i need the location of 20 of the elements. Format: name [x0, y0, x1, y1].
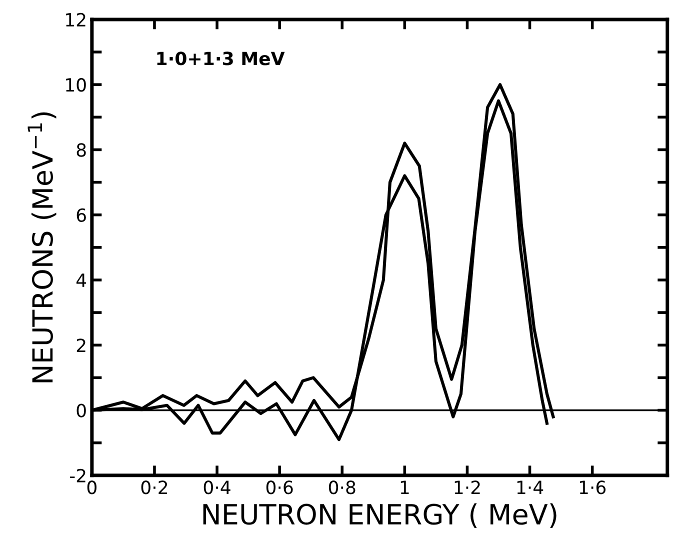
x-tick-label: 0 [87, 480, 96, 494]
y-tick-label: -2 [70, 468, 86, 482]
y-tick-label: 10 [66, 78, 86, 92]
y-axis-title: NEUTRONS (MeV$^{−1}$) [28, 112, 56, 382]
y-tick-label: 8 [76, 143, 86, 157]
x-tick-label: 0·8 [328, 480, 356, 494]
x-tick-label: 1·4 [517, 480, 544, 494]
x-tick-label: 0·4 [204, 480, 230, 494]
y-tick-label: 0 [76, 404, 86, 418]
x-tick-label: 0·6 [266, 480, 293, 494]
x-tick-label: 0·2 [141, 480, 168, 494]
x-tick-label: 1·6 [580, 480, 606, 494]
x-axis-title: NEUTRON ENERGY ( MeV) [203, 503, 556, 528]
annotation: 1·0+1·3 MeV [157, 52, 285, 66]
x-tick-label: 1·2 [454, 480, 480, 494]
y-tick-label: 12 [66, 12, 86, 26]
y-tick-label: 4 [76, 274, 86, 287]
y-tick-label: 2 [76, 338, 86, 352]
y-tick-label: 6 [76, 208, 86, 222]
x-tick-label: 1 [400, 480, 409, 494]
